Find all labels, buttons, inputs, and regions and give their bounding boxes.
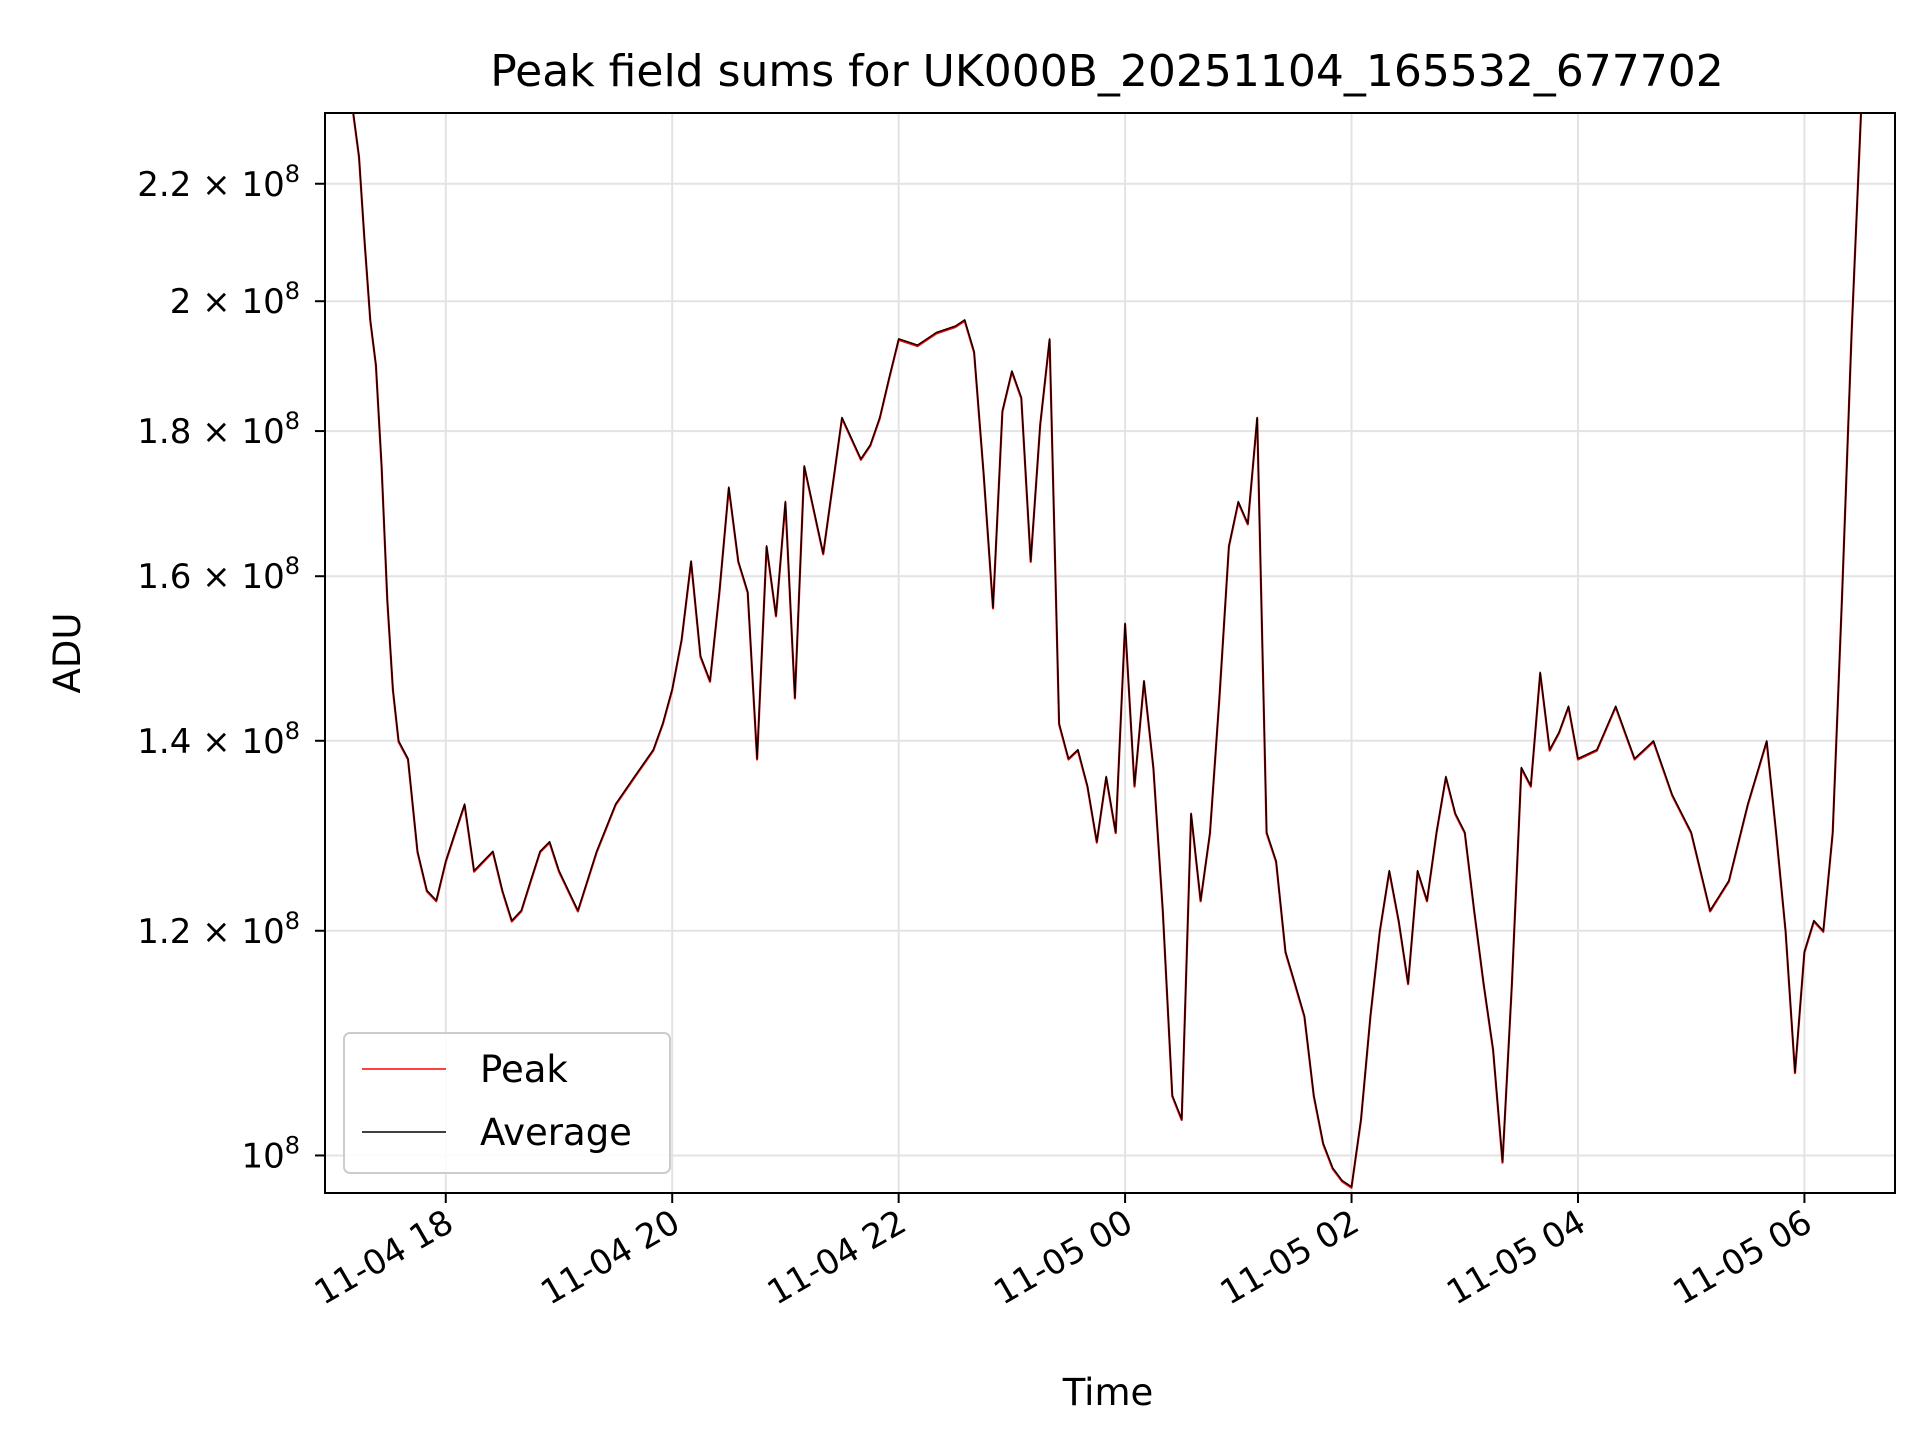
- y-tick-label: 1.4 × 108: [137, 717, 300, 762]
- legend-box: [343, 1032, 671, 1174]
- legend-label-average: Average: [480, 1111, 632, 1154]
- series-line-average: [352, 113, 1862, 1188]
- plot-area: [352, 113, 1863, 1189]
- y-tick-label: 2.2 × 108: [137, 160, 300, 205]
- y-tick-label: 1.6 × 108: [137, 552, 300, 597]
- chart-title: Peak field sums for UK000B_20251104_1655…: [490, 46, 1724, 97]
- legend: Peak Average: [343, 1032, 671, 1174]
- y-tick-label: 1.2 × 108: [137, 907, 300, 952]
- y-tick-label: 108: [241, 1131, 300, 1176]
- legend-label-peak: Peak: [480, 1048, 568, 1091]
- grid: [325, 113, 1895, 1193]
- plot-frame: [324, 112, 1896, 1194]
- y-axis: 108 1.2 × 108 1.4 × 108 1.6 × 108 1.8 × 108 2…: [137, 160, 325, 1176]
- y-tick-label: 2 × 108: [170, 277, 300, 322]
- y-axis-label: ADU: [46, 613, 89, 694]
- x-axis-label: Time: [1062, 1371, 1154, 1414]
- y-tick-label: 1.8 × 108: [137, 407, 300, 452]
